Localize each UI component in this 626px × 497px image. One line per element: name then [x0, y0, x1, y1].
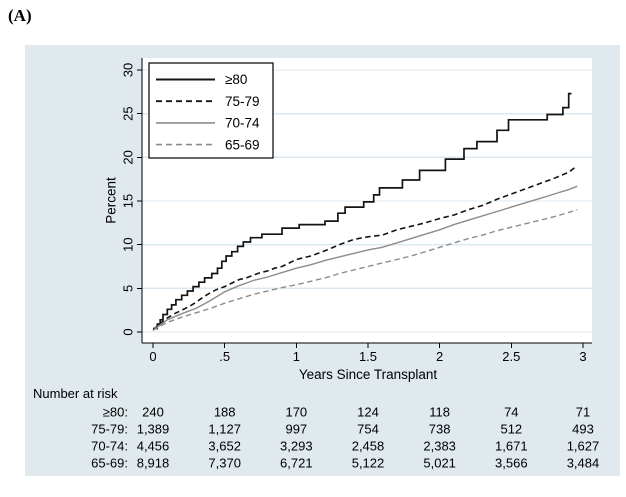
y-tick-label-20: 20	[121, 150, 136, 164]
y-tick-label-25: 25	[121, 106, 136, 120]
risk-value-r3-c3: 5,122	[352, 456, 385, 471]
risk-value-r2-c6: 1,627	[567, 439, 600, 454]
risk-value-r0-c3: 124	[357, 405, 379, 420]
risk-value-r3-c4: 5,021	[423, 456, 456, 471]
y-tick-label-5: 5	[121, 285, 136, 292]
y-axis-title: Percent	[104, 177, 119, 224]
series-line-70-74	[152, 185, 578, 331]
legend-label-70-74: 70-74	[225, 116, 260, 131]
x-tick-label-2.5: 2.5	[502, 349, 520, 364]
x-axis-title: Years Since Transplant	[299, 367, 438, 382]
risk-value-r0-c5: 74	[504, 405, 518, 420]
risk-value-r3-c1: 7,370	[208, 456, 241, 471]
risk-value-r1-c5: 512	[500, 422, 522, 437]
risk-row-label-2: 70-74:	[91, 439, 128, 454]
series-line-65-69	[152, 209, 578, 331]
risk-value-r0-c2: 170	[285, 405, 307, 420]
y-tick-label-0: 0	[121, 328, 136, 335]
y-tick-label-30: 30	[121, 63, 136, 77]
y-tick-label-15: 15	[121, 194, 136, 208]
risk-value-r1-c4: 738	[429, 422, 451, 437]
x-tick-label-.5: .5	[219, 349, 230, 364]
risk-value-r2-c1: 3,652	[208, 439, 241, 454]
risk-value-r2-c0: 4,456	[137, 439, 170, 454]
legend-label-ge80: ≥80	[225, 72, 247, 87]
legend-label-65-69: 65-69	[225, 137, 260, 152]
risk-value-r1-c2: 997	[285, 422, 307, 437]
risk-value-r1-c3: 754	[357, 422, 379, 437]
risk-value-r0-c6: 71	[576, 405, 590, 420]
risk-row-label-3: 65-69:	[91, 456, 128, 471]
risk-value-r3-c5: 3,566	[495, 456, 528, 471]
figure-label: (A)	[8, 6, 32, 25]
risk-row-label-0: ≥80:	[103, 405, 128, 420]
x-tick-label-1.5: 1.5	[359, 349, 377, 364]
x-tick-label-1: 1	[293, 349, 300, 364]
risk-row-label-1: 75-79:	[91, 422, 128, 437]
risk-value-r2-c2: 3,293	[280, 439, 313, 454]
risk-value-r0-c1: 188	[214, 405, 236, 420]
x-tick-label-3: 3	[579, 349, 586, 364]
x-tick-label-0: 0	[149, 349, 156, 364]
legend-label-75-79: 75-79	[225, 94, 260, 109]
y-tick-label-10: 10	[121, 237, 136, 251]
risk-value-r2-c3: 2,458	[352, 439, 385, 454]
risk-value-r0-c4: 118	[429, 405, 450, 420]
graph-region: 0 5 10 15 20 25 30 0 .5 1 1.5 2 2.5 3 Years Since Tran…	[25, 45, 620, 476]
risk-value-r2-c4: 2,383	[423, 439, 456, 454]
risk-value-r2-c5: 1,671	[495, 439, 528, 454]
risk-table-title: Number at risk	[33, 386, 118, 401]
risk-value-r3-c2: 6,721	[280, 456, 313, 471]
risk-value-r0-c0: 240	[142, 405, 164, 420]
risk-value-r3-c6: 3,484	[567, 456, 600, 471]
series-line-ge80	[153, 92, 572, 330]
risk-value-r1-c6: 493	[572, 422, 594, 437]
series-line-75-79	[152, 166, 577, 331]
risk-value-r1-c0: 1,389	[137, 422, 170, 437]
cumulative-incidence-chart: 0 5 10 15 20 25 30 0 .5 1 1.5 2 2.5 3 Years Since Tran…	[25, 45, 620, 476]
x-tick-label-2: 2	[436, 349, 443, 364]
risk-value-r3-c0: 8,918	[137, 456, 170, 471]
risk-value-r1-c1: 1,127	[208, 422, 241, 437]
